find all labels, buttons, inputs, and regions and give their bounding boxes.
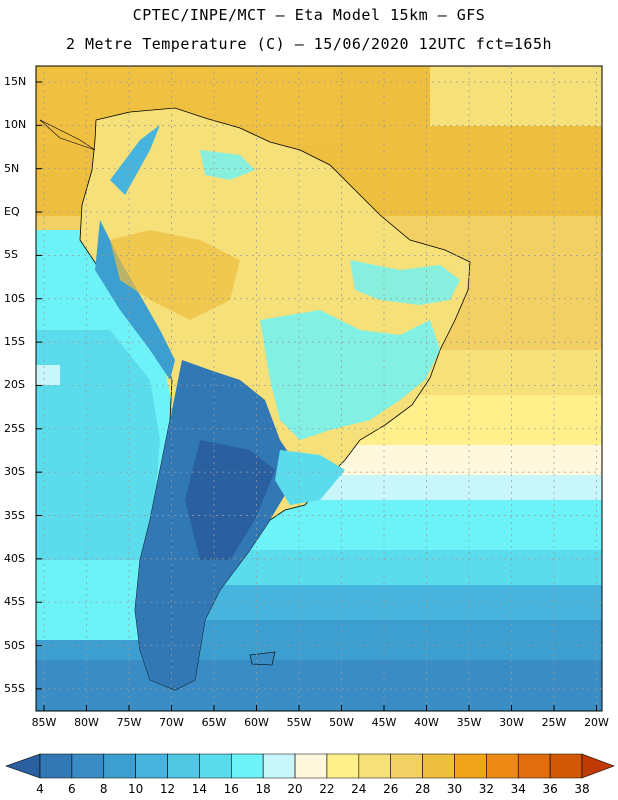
lat-label: 45S	[4, 595, 25, 609]
colorbar-swatch	[517, 753, 551, 779]
lat-label: 25S	[4, 421, 25, 435]
axis-ticks	[36, 81, 597, 711]
lon-label: 85W	[31, 716, 57, 729]
lon-label: 65W	[201, 716, 227, 729]
colorbar-label: 4	[36, 782, 44, 796]
colorbar	[5, 753, 615, 779]
lon-label: 60W	[244, 716, 269, 729]
colorbar-swatch	[262, 753, 296, 779]
colorbar-swatch	[135, 753, 168, 779]
colorbar-swatch	[71, 753, 105, 779]
colorbar-label: 34	[510, 782, 526, 796]
lon-label: 50W	[329, 716, 354, 729]
lat-label: 40S	[4, 551, 25, 565]
lat-label: 10N	[4, 118, 27, 132]
colorbar-swatch	[358, 753, 392, 779]
lon-label: 75W	[116, 716, 142, 729]
colorbar-swatch	[486, 753, 519, 779]
colorbar-swatch	[230, 753, 264, 779]
map-subtitle: 2 Metre Temperature (C) – 15/06/2020 12U…	[65, 35, 553, 53]
colorbar-label: 16	[223, 782, 239, 796]
lon-label: 25W	[541, 716, 567, 729]
colorbar-label: 32	[478, 782, 494, 796]
colorbar-arrow-high	[581, 753, 615, 779]
colorbar-label: 14	[191, 782, 208, 796]
colorbar-label: 20	[287, 782, 303, 796]
colorbar-swatch	[294, 753, 328, 779]
lat-label: 15S	[4, 335, 25, 349]
colorbar-arrow-low	[5, 753, 41, 779]
lon-label: 30W	[499, 716, 524, 729]
colorbar-swatch	[167, 753, 200, 779]
colorbar-label: 22	[319, 782, 335, 796]
colorbar-label: 26	[383, 782, 399, 796]
colorbar-label: 12	[159, 782, 176, 796]
lat-label: 55S	[4, 681, 25, 695]
lat-label: EQ	[4, 205, 20, 219]
lon-label: 35W	[456, 716, 482, 729]
map-title: CPTEC/INPE/MCT – Eta Model 15km – GFS	[132, 6, 486, 24]
colorbar-swatch	[454, 753, 487, 779]
lon-label: 80W	[74, 716, 99, 729]
colorbar-swatch	[390, 753, 423, 779]
lat-label: 15N	[4, 75, 27, 88]
map-frame	[35, 65, 603, 712]
temperature-field	[36, 66, 602, 711]
colorbar-label: 18	[255, 782, 271, 796]
colorbar-label: 38	[574, 782, 590, 796]
colorbar-swatch	[549, 753, 583, 779]
lat-label: 10S	[4, 291, 25, 305]
colorbar-label: 36	[542, 782, 558, 796]
colorbar-label: 30	[446, 782, 463, 796]
colorbar-swatch	[422, 753, 455, 779]
colorbar-label: 28	[414, 782, 431, 796]
lon-label: 70W	[159, 716, 184, 729]
colorbar-label: 6	[68, 782, 76, 796]
lat-label: 5S	[4, 248, 18, 262]
lat-label: 5N	[4, 161, 20, 175]
lat-label: 30S	[4, 465, 25, 479]
colorbar-label: 8	[99, 782, 108, 796]
colorbar-swatch	[326, 753, 360, 779]
lat-label: 35S	[4, 508, 25, 522]
colorbar-swatch	[103, 753, 136, 779]
colorbar-swatch	[199, 753, 232, 779]
lon-label: 55W	[286, 716, 312, 729]
colorbar-label: 10	[128, 782, 144, 796]
lon-label: 20W	[584, 716, 609, 729]
lat-label: 20S	[4, 378, 25, 392]
lon-label: 45W	[371, 716, 397, 729]
lon-label: 40W	[414, 716, 439, 729]
lat-label: 50S	[4, 638, 25, 652]
colorbar-label: 24	[351, 782, 367, 796]
colorbar-swatch	[39, 753, 73, 779]
graticule	[36, 66, 602, 711]
